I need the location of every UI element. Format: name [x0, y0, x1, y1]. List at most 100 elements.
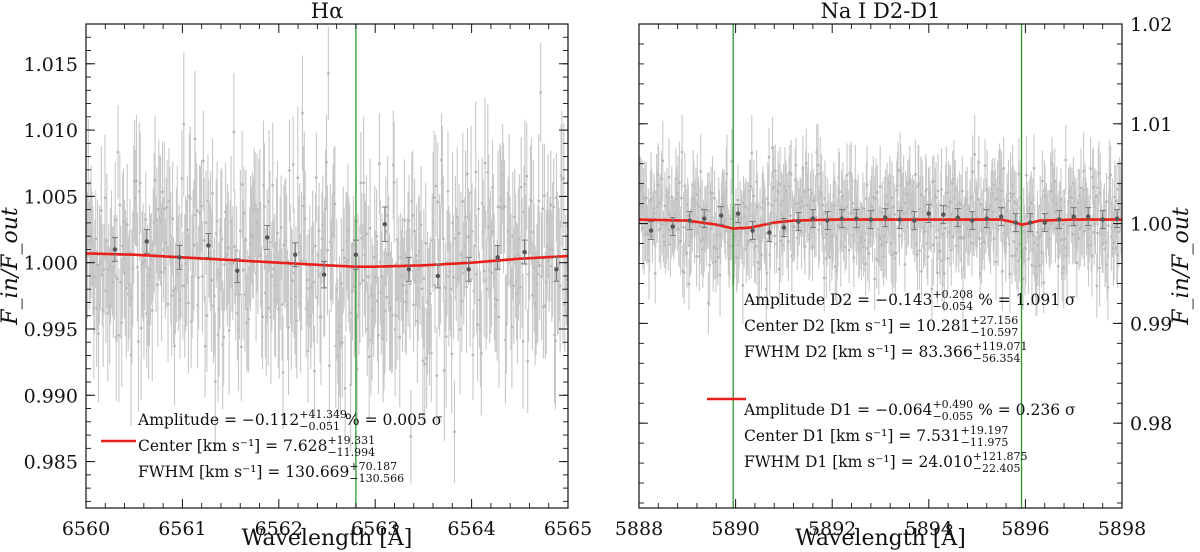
- raw-point: [789, 214, 792, 218]
- raw-point: [960, 237, 963, 240]
- raw-point: [970, 241, 974, 245]
- raw-point: [247, 317, 251, 321]
- raw-point: [558, 284, 562, 288]
- raw-point: [977, 161, 981, 164]
- raw-point: [436, 200, 440, 204]
- raw-point: [707, 209, 711, 213]
- raw-point: [1097, 171, 1101, 175]
- raw-point: [865, 183, 869, 187]
- raw-point: [266, 306, 270, 310]
- raw-point: [902, 212, 906, 216]
- raw-point: [276, 231, 279, 235]
- raw-point: [923, 230, 927, 233]
- raw-point: [156, 283, 160, 287]
- annotation-lower-error: −22.405: [973, 462, 1021, 475]
- raw-point: [1012, 239, 1016, 243]
- raw-point: [755, 205, 759, 208]
- binned-point: [767, 230, 772, 235]
- y-tick-label: 1.01: [1130, 114, 1172, 136]
- binned-point: [718, 213, 724, 218]
- x-tick-label: 5898: [1098, 518, 1146, 540]
- raw-point: [512, 284, 516, 288]
- raw-point: [521, 339, 525, 343]
- binned-point: [466, 267, 471, 272]
- raw-point: [1098, 266, 1101, 270]
- raw-point: [1104, 241, 1108, 244]
- raw-point: [1101, 242, 1105, 245]
- raw-point: [441, 237, 445, 241]
- raw-point: [828, 256, 832, 259]
- raw-point: [186, 228, 189, 232]
- raw-point: [444, 335, 448, 339]
- annotation-significance: % = 0.236 σ: [973, 401, 1076, 419]
- raw-point: [538, 264, 542, 267]
- raw-point: [725, 172, 729, 176]
- raw-point: [171, 217, 175, 221]
- binned-point: [1114, 216, 1120, 221]
- raw-point: [1040, 251, 1044, 255]
- raw-point: [238, 229, 242, 233]
- raw-point: [1091, 185, 1095, 189]
- raw-point: [503, 205, 506, 208]
- raw-point: [1065, 254, 1069, 257]
- raw-point: [680, 196, 683, 200]
- raw-point: [235, 249, 239, 253]
- raw-point: [342, 256, 346, 260]
- x-tick-label: 6565: [544, 518, 592, 540]
- raw-point: [432, 196, 436, 200]
- raw-point: [931, 243, 935, 247]
- x-tick-label: 5888: [615, 518, 663, 540]
- raw-point: [155, 218, 159, 222]
- raw-point: [193, 137, 197, 141]
- annotation-line: FWHM D1 [km s⁻¹] = 24.010+121.875 −22.405: [744, 450, 1027, 475]
- raw-point: [875, 257, 879, 261]
- annotation-lower-error: −56.354: [973, 352, 1021, 365]
- raw-point: [424, 241, 428, 245]
- raw-point: [105, 239, 109, 243]
- raw-point: [953, 187, 957, 191]
- raw-point: [375, 235, 378, 238]
- raw-point: [749, 184, 752, 188]
- binned-point: [292, 252, 298, 257]
- annotation-value: Center D2 [km s⁻¹] = 10.281: [744, 317, 971, 335]
- raw-point: [1017, 172, 1021, 176]
- raw-point: [679, 239, 683, 243]
- raw-point: [822, 236, 825, 240]
- binned-point: [897, 217, 903, 222]
- raw-point: [778, 267, 781, 271]
- raw-point: [1010, 254, 1014, 258]
- raw-point: [223, 262, 226, 266]
- raw-point: [271, 183, 275, 187]
- raw-point: [660, 222, 664, 226]
- raw-point: [695, 255, 699, 258]
- raw-point: [117, 334, 121, 337]
- raw-point: [1067, 223, 1071, 227]
- raw-point: [1009, 196, 1013, 199]
- binned-point: [687, 218, 692, 223]
- binned-point: [984, 216, 989, 221]
- binned-point: [955, 215, 960, 220]
- raw-point: [903, 263, 907, 266]
- raw-point: [317, 229, 321, 232]
- raw-point: [781, 243, 785, 247]
- binned-point: [839, 216, 845, 221]
- raw-point: [1014, 202, 1018, 205]
- raw-point: [779, 239, 783, 243]
- raw-point: [961, 297, 965, 301]
- binned-point: [495, 255, 500, 260]
- raw-point: [421, 359, 425, 363]
- raw-point: [300, 259, 303, 263]
- raw-point: [303, 217, 307, 221]
- binned-point: [750, 228, 755, 233]
- binned-point: [406, 267, 412, 272]
- annotation-significance: % = 1.091 σ: [973, 291, 1076, 309]
- raw-point: [760, 253, 763, 257]
- raw-point: [327, 364, 331, 368]
- raw-point: [821, 203, 825, 207]
- raw-point: [744, 205, 748, 209]
- annotation-lower-error: −10.597: [971, 326, 1019, 339]
- raw-point: [992, 237, 996, 241]
- binned-point: [926, 211, 931, 216]
- y-tick-label: 1.00: [1130, 214, 1172, 236]
- raw-point: [385, 295, 389, 299]
